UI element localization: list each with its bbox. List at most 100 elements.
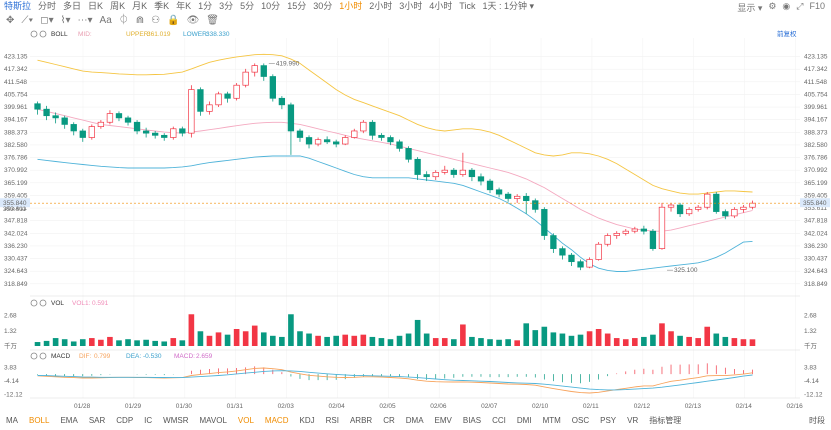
timeframe-tab-10[interactable]: 10分 xyxy=(261,1,281,11)
indicator-rsi[interactable]: RSI xyxy=(325,416,339,425)
macd-settings-icon[interactable] xyxy=(30,352,38,360)
indicator-指标管理[interactable]: 指标管理 xyxy=(649,416,682,425)
indicator-psy[interactable]: PSY xyxy=(600,416,617,425)
macd-eye-icon[interactable] xyxy=(39,352,47,360)
timeframe-tab-4[interactable]: 月K xyxy=(132,1,148,11)
adjust-mode-label[interactable]: 前复权 xyxy=(777,29,797,38)
candle-24 xyxy=(251,63,258,77)
indicator-osc[interactable]: OSC xyxy=(571,416,590,425)
timeframe-tab-18[interactable]: 1天 : 1分钟 ▾ xyxy=(482,1,534,11)
indicator-dmi[interactable]: DMI xyxy=(516,416,532,425)
vol-bar-29 xyxy=(297,331,303,346)
draw-tool-6-icon[interactable]: ⏀ xyxy=(118,15,129,26)
draw-tool-2-icon[interactable]: ◻▾ xyxy=(40,15,54,26)
vol-bar-31 xyxy=(315,335,321,346)
dea-label: DEA: xyxy=(126,353,141,360)
draw-tool-7-icon[interactable]: ⋒ xyxy=(135,15,145,26)
draw-tool-4-icon[interactable]: ⋯▾ xyxy=(77,15,93,26)
candle-78 xyxy=(740,205,747,213)
timeframe-tab-5[interactable]: 季K xyxy=(154,1,170,11)
timeframe-tab-1[interactable]: 多日 xyxy=(63,1,82,11)
draw-tool-1-icon[interactable]: ⟋▾ xyxy=(21,15,34,26)
timeframe-tab-6[interactable]: 年K xyxy=(176,1,192,11)
vol-bar-64 xyxy=(613,338,620,346)
indicator-ema[interactable]: EMA xyxy=(60,416,78,425)
indicator-macd[interactable]: MACD xyxy=(264,416,289,425)
indicator-dma[interactable]: DMA xyxy=(405,416,424,425)
timeframe-tab-0[interactable]: 分时 xyxy=(38,1,57,11)
indicator-wmsr[interactable]: WMSR xyxy=(163,416,189,425)
session-toggle[interactable]: 时段 xyxy=(809,416,825,425)
timeframe-tab-16[interactable]: 4小时 xyxy=(429,1,453,11)
indicator-vol[interactable]: VOL xyxy=(237,416,254,425)
timeframe-tab-3[interactable]: 周K xyxy=(110,1,126,11)
boll-settings-icon[interactable] xyxy=(30,30,38,38)
timeframe-tab-11[interactable]: 15分 xyxy=(287,1,307,11)
timeframe-tab-14[interactable]: 2小时 xyxy=(369,1,393,11)
boll-eye-icon[interactable] xyxy=(39,30,47,38)
annotation-0: 419.990 xyxy=(276,60,300,67)
draw-tool-5-icon[interactable]: Aa xyxy=(99,15,112,26)
settings-icon[interactable]: ⚙ xyxy=(768,1,777,11)
vol1-label: VOL1: xyxy=(72,300,91,307)
draw-tool-8-icon[interactable]: ⚇ xyxy=(151,15,161,26)
indicator-ic[interactable]: IC xyxy=(144,416,153,425)
indicator-mavol[interactable]: MAVOL xyxy=(199,416,227,425)
macd-value: 2.659 xyxy=(196,353,213,360)
indicator-kdj[interactable]: KDJ xyxy=(299,416,315,425)
timeframe-tab-8[interactable]: 3分 xyxy=(219,1,234,11)
f10-button[interactable]: F10 xyxy=(809,1,825,11)
timeframe-tab-2[interactable]: 日K xyxy=(88,1,104,11)
vol-settings-icon[interactable] xyxy=(30,299,38,307)
vol1-value: 0.591 xyxy=(92,300,109,307)
boll-bands xyxy=(37,53,753,272)
vol-bar-74 xyxy=(704,326,711,346)
timeframe-tab-13[interactable]: 1小时 xyxy=(339,1,363,11)
vol-bar-42 xyxy=(414,319,421,346)
candle-57 xyxy=(550,233,557,253)
timeframe-tab-12[interactable]: 30分 xyxy=(313,1,333,11)
chart-canvas[interactable]: BOLL MID: UPPER: 361.019 LOWER: 338.330 … xyxy=(0,0,831,414)
candle-74 xyxy=(704,191,711,210)
vol-eye-icon[interactable] xyxy=(39,299,47,307)
candle-46 xyxy=(450,168,457,178)
indicator-bias[interactable]: BIAS xyxy=(462,416,482,425)
dif-value: 0.799 xyxy=(94,353,111,360)
indicator-cdp[interactable]: CDP xyxy=(116,416,134,425)
timeframe-tab-7[interactable]: 1分 xyxy=(198,1,213,11)
candle-59 xyxy=(568,252,575,267)
y-tick-left-16: 330.437 xyxy=(4,256,28,263)
draw-tool-9-icon[interactable]: 🔒 xyxy=(167,15,180,26)
timeframe-tab-15[interactable]: 3小时 xyxy=(399,1,423,11)
vol-bar-78 xyxy=(740,339,747,346)
draw-tool-11-icon[interactable]: 🗑 xyxy=(206,15,219,26)
draw-tool-3-icon[interactable]: ⌇▾ xyxy=(60,15,71,26)
indicator-bar: MA BOLL EMA SAR CDP IC WMSR MAVOL VOL MACD KDJ RSI A… xyxy=(0,414,831,428)
x-tick-2: 01/30 xyxy=(176,403,193,410)
candle-48 xyxy=(468,168,476,182)
indicator-ma[interactable]: MA xyxy=(6,416,18,425)
draw-tool-0-icon[interactable]: ✥ xyxy=(6,15,15,26)
indicator-vr[interactable]: VR xyxy=(627,416,639,425)
fullscreen-icon[interactable]: ⤢ xyxy=(796,1,804,11)
timeframe-tab-9[interactable]: 5分 xyxy=(240,1,255,11)
symbol-title[interactable]: 特斯拉 xyxy=(4,1,32,11)
indicator-arbr[interactable]: ARBR xyxy=(349,416,373,425)
y-tick-left-0: 423.135 xyxy=(4,54,28,61)
vol-bar-70 xyxy=(668,331,674,346)
display-menu[interactable]: 显示 ▾ xyxy=(737,3,763,13)
indicator-cr[interactable]: CR xyxy=(383,416,395,425)
vol-bar-7 xyxy=(98,339,104,346)
candle-1 xyxy=(43,105,50,121)
indicator-emv[interactable]: EMV xyxy=(434,416,452,425)
indicator-cci[interactable]: CCI xyxy=(492,416,506,425)
draw-tool-10-icon[interactable]: 👁 xyxy=(186,15,200,26)
candle-26 xyxy=(269,74,276,102)
indicator-sar[interactable]: SAR xyxy=(88,416,106,425)
candle-25 xyxy=(260,63,267,81)
indicator-mtm[interactable]: MTM xyxy=(542,416,561,425)
indicator-boll[interactable]: BOLL xyxy=(29,416,50,425)
vol-tick-left-2: 千万 xyxy=(4,341,18,350)
timeframe-tab-17[interactable]: Tick xyxy=(459,1,476,11)
camera-icon[interactable]: ◉ xyxy=(782,1,791,11)
